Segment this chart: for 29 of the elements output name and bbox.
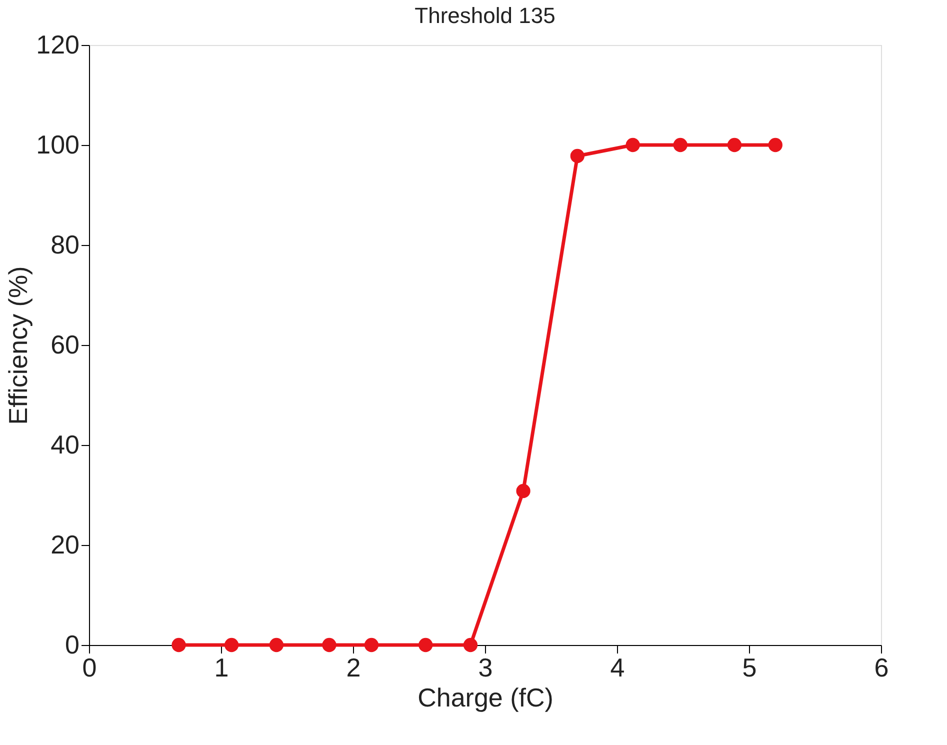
point [727, 138, 742, 152]
x-tick-label: 5 [742, 652, 757, 682]
point [269, 638, 284, 652]
point [418, 638, 433, 652]
point [626, 138, 640, 152]
point [768, 138, 782, 152]
x-tick-label: 4 [610, 652, 625, 682]
point [516, 484, 530, 498]
point [172, 638, 186, 652]
y-tick-label: 40 [50, 430, 80, 460]
x-tick-label: 3 [478, 652, 493, 682]
y-tick-label: 80 [50, 230, 80, 260]
y-tick-label: 120 [36, 30, 80, 60]
point [322, 638, 336, 652]
x-tick-label: 1 [214, 652, 229, 682]
point [673, 138, 688, 152]
point [224, 638, 239, 652]
y-tick-label: 60 [50, 330, 80, 360]
point [463, 638, 478, 652]
y-tick-label: 0 [65, 630, 80, 660]
point [364, 638, 379, 652]
x-tick-label: 6 [874, 652, 889, 682]
y-axis-title: Efficiency (%) [3, 266, 34, 425]
chart-title: Threshold 135 [414, 3, 556, 28]
point [570, 148, 584, 164]
y-tick-label: 100 [36, 130, 80, 160]
y-tick-label: 20 [50, 530, 80, 560]
x-axis-title: Charge (fC) [418, 682, 554, 712]
x-tick-label: 2 [346, 652, 361, 682]
